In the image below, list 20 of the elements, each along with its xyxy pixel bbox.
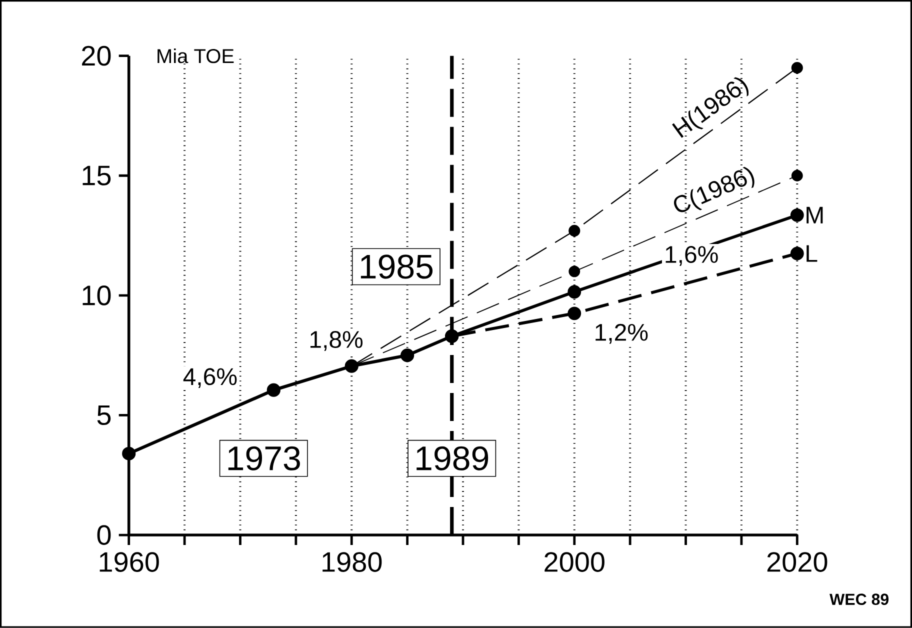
series-label: L (806, 245, 818, 262)
annotation: 1989 (416, 446, 488, 470)
y-tick-label: 5 (97, 406, 111, 426)
annotation: 1,8% (310, 331, 363, 351)
annotation: 1,2% (596, 324, 648, 344)
y-tick-label: 10 (82, 286, 111, 306)
y-axis-title: Mia TOE (158, 48, 234, 64)
annotation: 1,6% (666, 246, 718, 266)
x-tick-label: 2000 (544, 552, 604, 572)
x-tick-label: 1980 (322, 552, 382, 572)
y-tick-label: 15 (82, 166, 111, 186)
annotation: 1985 (360, 254, 433, 279)
text: WEC 89 (830, 594, 889, 606)
y-tick-label: 0 (97, 525, 111, 546)
annotation: 1973 (228, 446, 300, 470)
x-tick-label: 1960 (100, 552, 159, 572)
y-tick-label: 20 (82, 46, 111, 66)
series-label: M (806, 206, 823, 224)
annotation: 4,6% (183, 368, 237, 388)
x-tick-label: 2020 (767, 552, 828, 572)
